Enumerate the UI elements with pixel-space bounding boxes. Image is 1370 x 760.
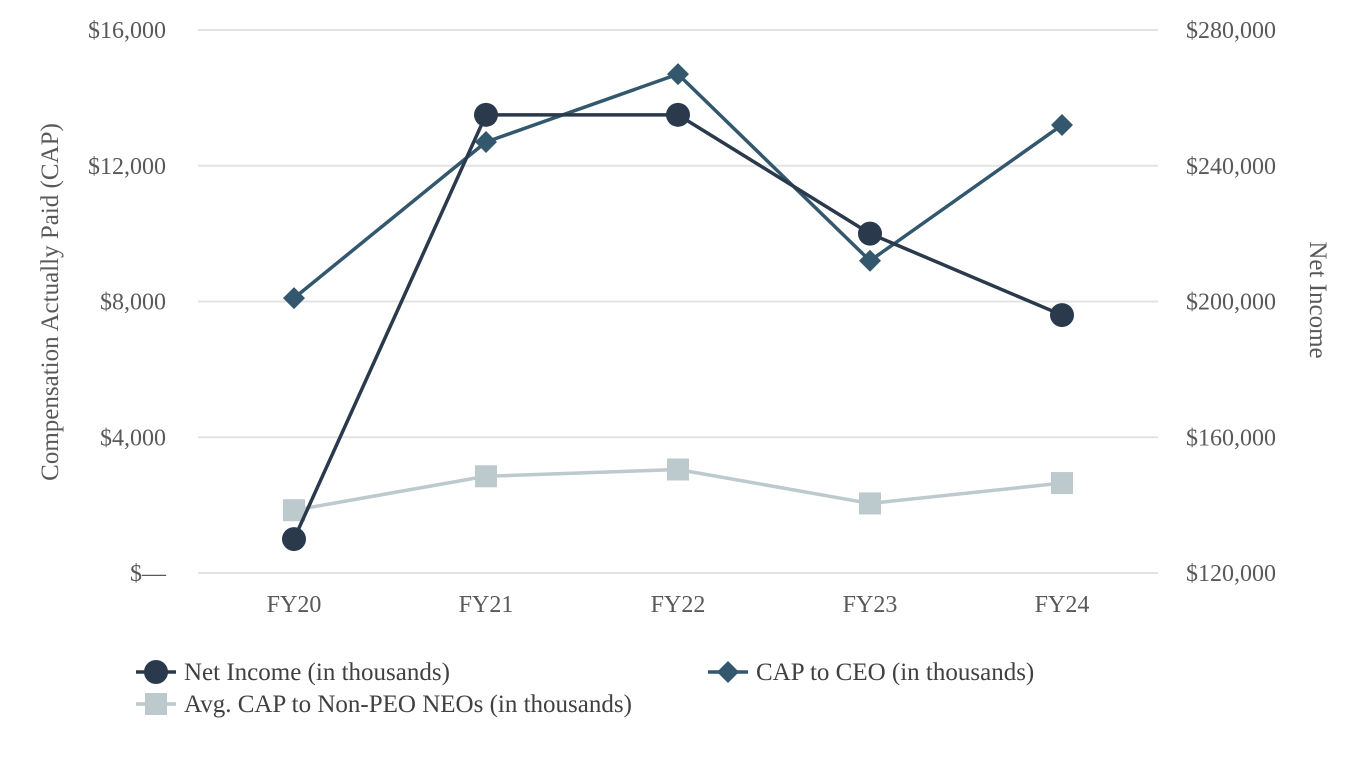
data-point-circle (282, 527, 306, 552)
left-tick-label: $8,000 (100, 290, 166, 316)
right-tick-label: $160,000 (1186, 425, 1276, 451)
x-tick-label: FY23 (843, 592, 898, 618)
series-layer (282, 63, 1074, 552)
legend-marker-circle (144, 660, 168, 684)
gridlines (198, 29, 1158, 574)
data-point-diamond (859, 249, 881, 272)
x-axis-ticks: FY20 FY21 FY22 FY23 FY24 (267, 592, 1090, 618)
data-point-square (667, 458, 689, 481)
legend-marker-diamond (717, 661, 739, 683)
right-axis-ticks: $120,000 $160,000 $200,000 $240,000 $280,000 (1186, 18, 1276, 587)
left-tick-label: $16,000 (88, 18, 166, 44)
data-point-square (475, 465, 497, 488)
data-point-circle (858, 221, 882, 246)
x-tick-label: FY20 (267, 592, 322, 618)
legend-label: CAP to CEO (in thousands) (756, 659, 1034, 686)
data-point-circle (474, 102, 498, 127)
series-diamond (283, 63, 1073, 310)
data-point-square (1051, 472, 1073, 495)
legend-label: Net Income (in thousands) (184, 659, 450, 686)
legend-marker-square (145, 693, 167, 715)
x-tick-label: FY24 (1035, 592, 1090, 618)
legend-item: Net Income (in thousands) (136, 659, 450, 686)
legend-item: CAP to CEO (in thousands) (708, 659, 1034, 686)
legend: Net Income (in thousands) CAP to CEO (in … (136, 659, 1034, 718)
series-circle (282, 102, 1074, 552)
right-tick-label: $280,000 (1186, 18, 1276, 44)
left-tick-label: $12,000 (88, 154, 166, 180)
left-axis-ticks: $— $4,000 $8,000 $12,000 $16,000 (88, 18, 167, 587)
x-tick-label: FY21 (459, 592, 514, 618)
legend-item: Avg. CAP to Non-PEO NEOs (in thousands) (136, 691, 632, 718)
data-point-diamond (283, 287, 305, 310)
right-tick-label: $120,000 (1186, 561, 1276, 587)
left-axis-title: Compensation Actually Paid (CAP) (37, 123, 64, 481)
x-tick-label: FY22 (651, 592, 706, 618)
right-axis-title: Net Income (1304, 241, 1331, 358)
data-point-circle (666, 102, 690, 127)
data-point-square (859, 492, 881, 515)
right-tick-label: $240,000 (1186, 154, 1276, 180)
data-point-circle (1050, 303, 1074, 328)
series-square (283, 458, 1073, 522)
data-point-diamond (667, 63, 689, 86)
right-tick-label: $200,000 (1186, 290, 1276, 316)
legend-label: Avg. CAP to Non-PEO NEOs (in thousands) (184, 691, 632, 718)
left-tick-label: $— (130, 561, 167, 587)
data-point-diamond (475, 130, 497, 153)
data-point-square (283, 499, 305, 522)
left-tick-label: $4,000 (100, 425, 166, 451)
data-point-diamond (1051, 114, 1073, 137)
